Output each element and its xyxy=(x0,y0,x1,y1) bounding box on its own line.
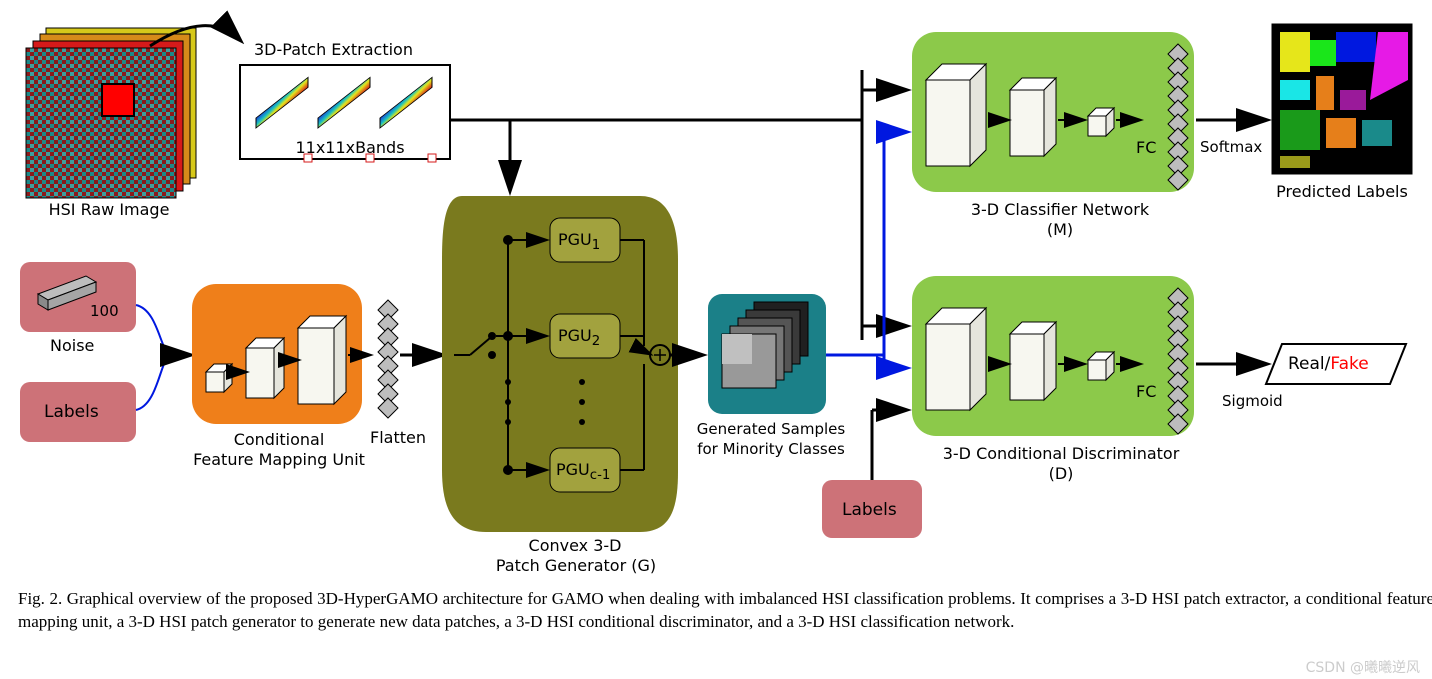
noise-100: 100 xyxy=(90,302,119,320)
disc-l1: 3-D Conditional Discriminator xyxy=(926,444,1196,463)
disc-l2: (D) xyxy=(926,464,1196,483)
cfmu-l1: Conditional xyxy=(194,430,364,449)
fc-disc: FC xyxy=(1136,382,1156,401)
softmax-label: Softmax xyxy=(1200,138,1262,156)
gen-l2: Patch Generator (G) xyxy=(476,556,676,575)
labels-box-1: Labels xyxy=(44,402,99,422)
figure-caption: Fig. 2. Graphical overview of the propos… xyxy=(10,588,1432,634)
real-fake: Real/Fake xyxy=(1288,354,1369,374)
patch-extract-label: 3D-Patch Extraction xyxy=(254,40,413,59)
pgu2-label: PGU2 xyxy=(558,326,600,350)
bands-label: 11x11xBands xyxy=(280,138,420,157)
noise-label: Noise xyxy=(50,336,94,355)
sigmoid-label: Sigmoid xyxy=(1222,392,1283,410)
pgu1-label: PGU1 xyxy=(558,230,600,254)
architecture-diagram: HSI Raw Image 3D-Patch Extraction 11x11x… xyxy=(10,10,1422,570)
predicted-label: Predicted Labels xyxy=(1272,182,1412,201)
flatten-label: Flatten xyxy=(370,428,426,447)
hsi-label: HSI Raw Image xyxy=(34,200,184,219)
labels-box-2: Labels xyxy=(842,500,897,520)
cfmu-l2: Feature Mapping Unit xyxy=(174,450,384,469)
gensamp-l2: for Minority Classes xyxy=(686,440,856,458)
fc-classifier: FC xyxy=(1136,138,1156,157)
classifier-l2: (M) xyxy=(950,220,1170,239)
classifier-l1: 3-D Classifier Network xyxy=(950,200,1170,219)
gensamp-l1: Generated Samples xyxy=(686,420,856,438)
gen-l1: Convex 3-D xyxy=(490,536,660,555)
pguc-label: PGUc-1 xyxy=(556,460,610,484)
svg-layer xyxy=(10,10,1422,570)
watermark: CSDN @曦曦逆风 xyxy=(1306,657,1420,677)
